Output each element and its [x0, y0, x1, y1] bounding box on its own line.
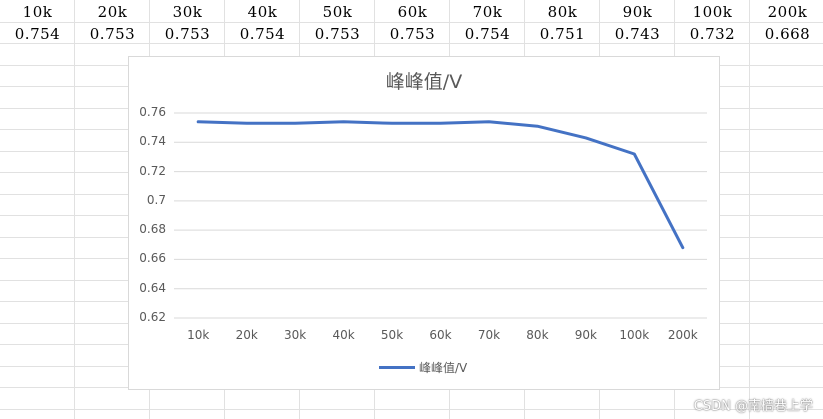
chart-title: 峰峰值/V — [385, 71, 463, 93]
table-header-cell[interactable]: 80k — [547, 3, 578, 21]
x-tick-label: 100k — [619, 328, 650, 342]
x-tick-label: 90k — [574, 328, 597, 342]
series-line[interactable] — [196, 120, 685, 250]
table-header-cell[interactable]: 60k — [397, 3, 428, 21]
x-tick-label: 30k — [284, 328, 307, 342]
table-value-cell[interactable]: 0.753 — [314, 25, 361, 43]
table-header-cell[interactable]: 20k — [97, 3, 128, 21]
y-tick-label: 0.68 — [139, 222, 166, 237]
table-value-cell[interactable]: 0.754 — [14, 25, 61, 43]
table-header-cell[interactable]: 10k — [22, 3, 53, 21]
legend: 峰峰值/V — [379, 359, 467, 376]
table-value-cell[interactable]: 0.753 — [389, 25, 436, 43]
table-header-cell[interactable]: 30k — [172, 3, 203, 21]
table-header-cell[interactable]: 50k — [322, 3, 353, 21]
table-header-cell[interactable]: 70k — [472, 3, 503, 21]
plot-area — [174, 112, 707, 319]
y-tick-label: 0.66 — [139, 251, 166, 266]
table-value-cell[interactable]: 0.754 — [239, 25, 286, 43]
x-tick-label: 20k — [235, 328, 258, 342]
table-value-cell[interactable]: 0.751 — [539, 25, 586, 43]
table-header-cell[interactable]: 90k — [622, 3, 653, 21]
y-tick-label: 0.62 — [139, 310, 166, 324]
table-value-cell[interactable]: 0.732 — [689, 25, 736, 43]
table-header-cell[interactable]: 100k — [692, 3, 733, 21]
table-value-cell[interactable]: 0.754 — [464, 25, 511, 43]
y-tick-label: 0.7 — [146, 192, 166, 207]
x-tick-label: 200k — [667, 328, 698, 342]
x-tick-label: 40k — [332, 328, 355, 342]
table-header-row: 10k 20k 30k 40k 50k 60k 70k 80k 90k 100k 200k — [0, 1, 823, 23]
table-value-cell[interactable]: 0.668 — [764, 25, 811, 43]
watermark: CSDN @南樯巷上学 — [693, 399, 813, 414]
x-tick-label: 60k — [429, 328, 452, 342]
table-value-cell[interactable]: 0.743 — [614, 25, 661, 43]
table-value-cell[interactable]: 0.753 — [89, 25, 136, 43]
x-tick-label: 70k — [477, 328, 501, 342]
x-tick-label: 50k — [380, 328, 404, 342]
legend-label: 峰峰值/V — [419, 361, 468, 375]
y-tick-label: 0.64 — [139, 280, 166, 295]
y-tick-label: 0.72 — [139, 163, 166, 178]
chart[interactable]: 峰峰值/V 峰峰值/V 0.62 0.64 0.66 0.68 0.7 0.72 0.74 0… — [128, 56, 720, 390]
table-value-cell[interactable]: 0.753 — [164, 25, 211, 43]
table-header-cell[interactable]: 40k — [247, 3, 278, 21]
x-tick-label: 80k — [526, 328, 549, 342]
y-tick-label: 0.76 — [139, 105, 166, 119]
table-header-cell[interactable]: 200k — [767, 3, 808, 21]
table-value-row: 0.754 0.753 0.753 0.754 0.753 0.753 0.754 0.751… — [0, 23, 823, 45]
y-tick-label: 0.74 — [139, 134, 166, 149]
x-tick-label: 10k — [187, 328, 210, 342]
legend-line-marker — [379, 366, 415, 369]
